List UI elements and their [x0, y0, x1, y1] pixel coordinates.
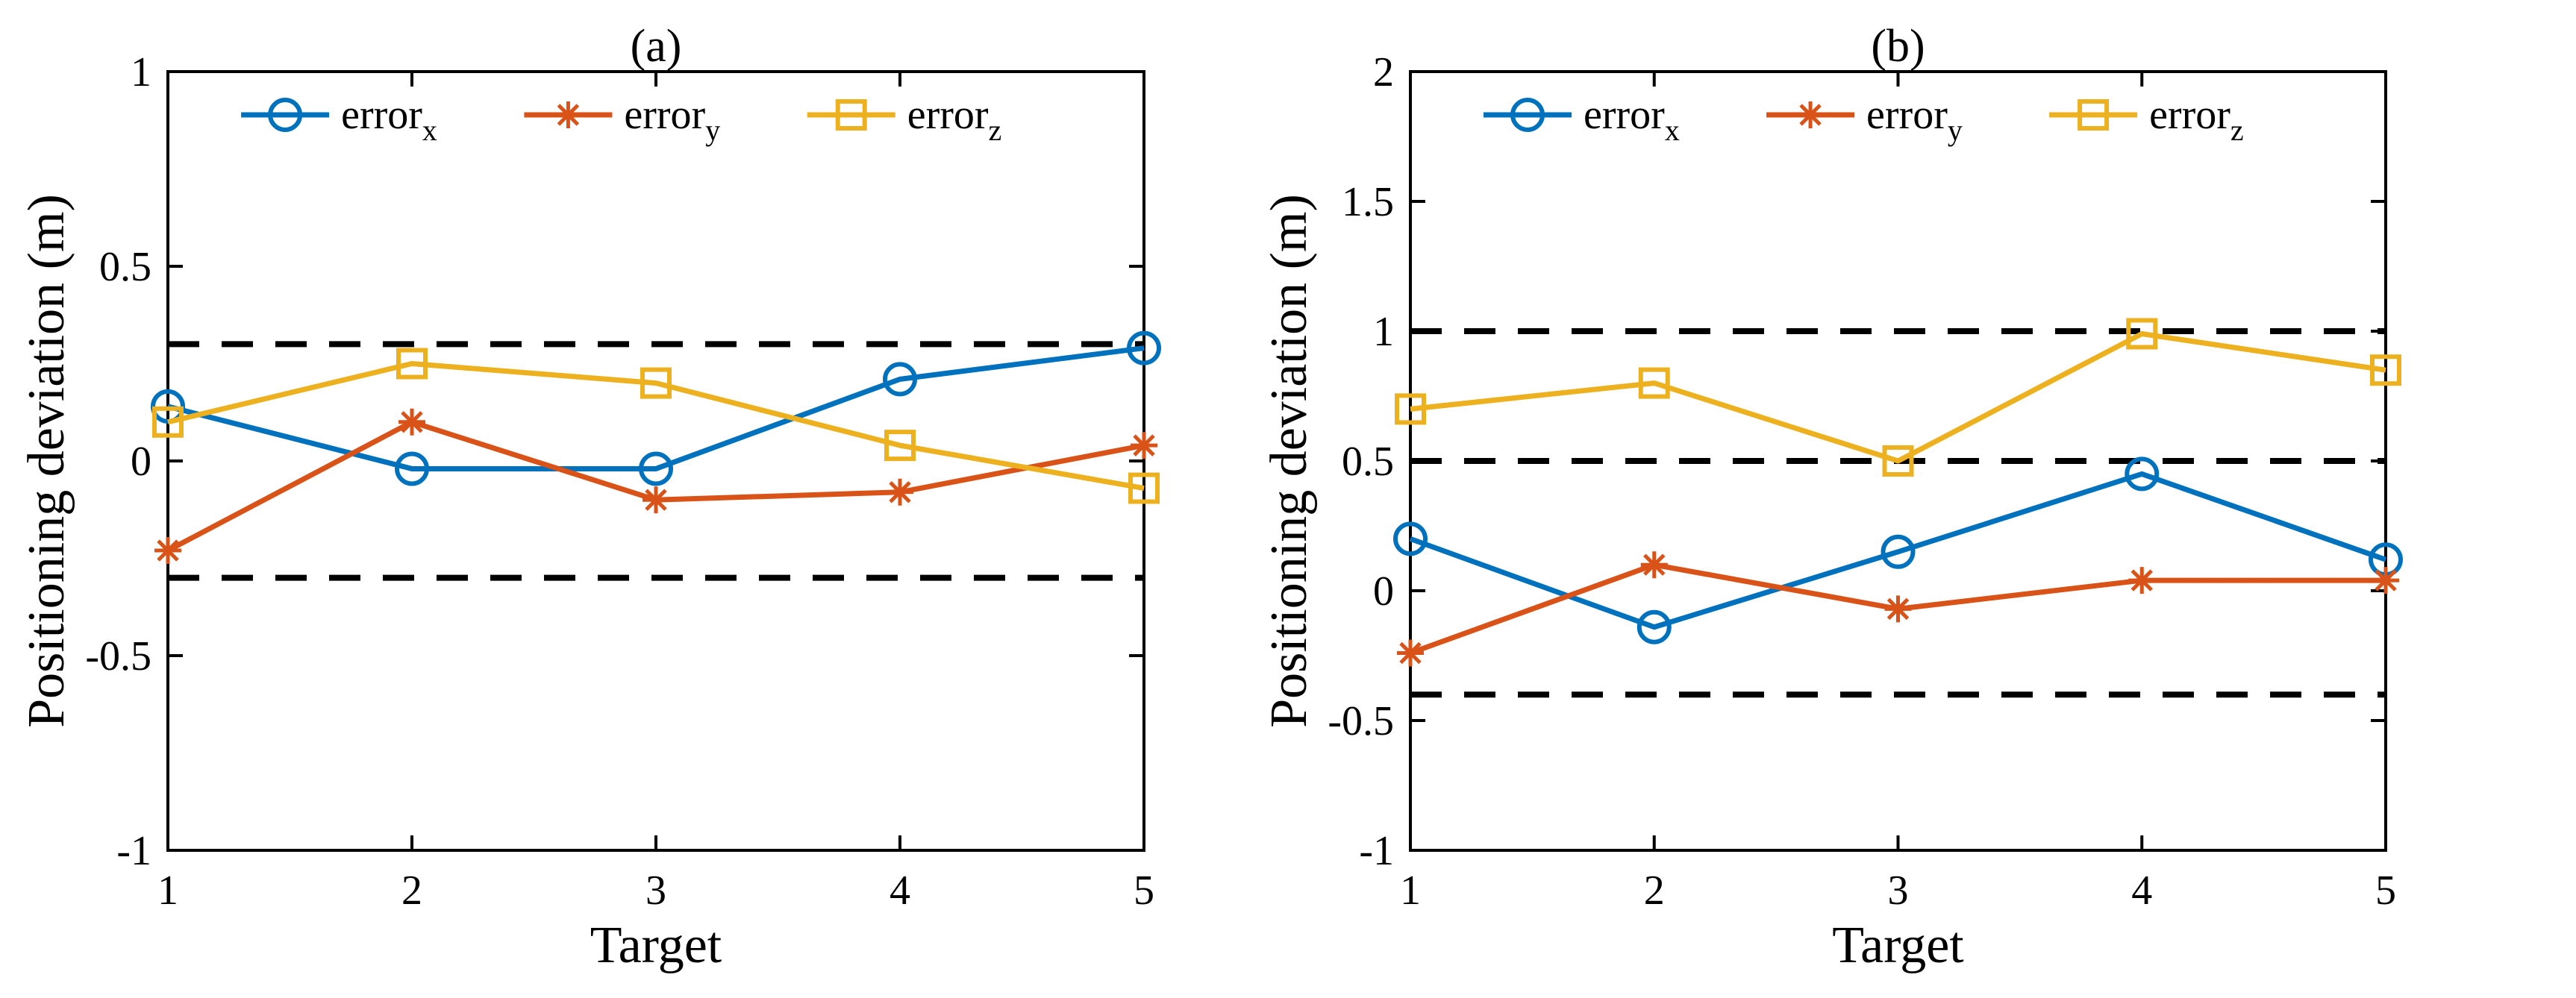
data-point-error-y — [1131, 432, 1157, 459]
y-tick-label: -1 — [116, 828, 151, 874]
chart-title: (b) — [1871, 21, 1925, 72]
series-line-error-z — [1410, 330, 2386, 464]
chart-title: (a) — [631, 21, 682, 72]
data-point-error-y — [1397, 639, 1424, 667]
legend-label-subscript: y — [1948, 113, 1963, 147]
x-tick-label: 2 — [401, 867, 422, 914]
panel-b: -1 -0.5 0 0.5 1 1.5 2 1 2 3 4 5 (b) Target Positioning… — [1260, 21, 2403, 974]
y-tick-label: 1 — [131, 49, 151, 95]
data-point-error-z — [1882, 445, 1914, 477]
legend-label-name: error — [907, 92, 989, 138]
y-tick-label: -1 — [1359, 828, 1394, 874]
x-tick-label: 5 — [1134, 867, 1154, 914]
data-point-error-z — [2126, 318, 2158, 350]
legend-label-subscript: x — [1665, 113, 1680, 147]
legend-label-name: error — [1866, 92, 1948, 138]
legend-label-name: error — [1584, 92, 1665, 138]
data-point-error-y — [1640, 551, 1668, 579]
x-axis-label: Target — [590, 917, 722, 974]
y-axis-label: Positioning deviation (m) — [18, 194, 75, 728]
data-point-error-x — [883, 362, 917, 397]
y-axis-label: Positioning deviation (m) — [1260, 194, 1318, 728]
legend-label-error-y: errory — [624, 92, 720, 147]
panel-a: -1 -0.5 0 0.5 1 1 2 3 4 5 (a) Target Positioning dev… — [18, 21, 1161, 974]
y-tick-label: 1 — [1373, 309, 1394, 355]
y-tick-label: 0.5 — [99, 244, 151, 290]
x-tick-label: 3 — [1888, 867, 1909, 914]
legend-marker-error-x — [1510, 98, 1545, 132]
x-tick-label: 1 — [157, 867, 178, 914]
data-point-error-y — [887, 478, 913, 506]
data-point-error-y — [1884, 595, 1912, 623]
legend-marker-error-z — [835, 99, 867, 131]
data-point-error-z — [152, 406, 184, 438]
x-tick-label: 3 — [645, 867, 666, 914]
y-tick-label: -0.5 — [85, 633, 151, 680]
legend-marker-error-y — [1797, 101, 1825, 128]
legend-label-error-y: errory — [1866, 92, 1963, 147]
y-tick-label: 0.5 — [1342, 439, 1394, 485]
data-point-error-x — [2125, 456, 2160, 492]
legend-label-name: error — [341, 92, 422, 138]
legend-label-error-x: errorx — [341, 92, 437, 147]
legend-label-error-x: errorx — [1584, 92, 1680, 147]
x-tick-label: 4 — [2131, 867, 2152, 914]
data-point-error-z — [1638, 367, 1670, 399]
data-point-error-x — [1636, 609, 1672, 644]
legend-marker-error-z — [2078, 99, 2110, 131]
x-axis-label: Target — [1832, 917, 1964, 974]
y-tick-label: 2 — [1373, 49, 1394, 95]
data-point-error-z — [884, 430, 916, 462]
data-point-error-y — [643, 486, 669, 514]
legend-marker-error-y — [554, 101, 582, 128]
x-tick-label: 1 — [1400, 867, 1421, 914]
legend-label-error-z: errorz — [2149, 92, 2244, 147]
data-point-error-x — [1393, 521, 1428, 556]
legend-label-subscript: y — [705, 113, 720, 147]
legend-label-error-z: errorz — [907, 92, 1002, 147]
legend-marker-error-x — [268, 98, 303, 132]
series-line-error-x — [1409, 471, 2387, 630]
data-point-error-x — [395, 451, 429, 486]
data-point-error-z — [1128, 472, 1160, 504]
legend-label-name: error — [2149, 92, 2230, 138]
x-tick-label: 2 — [1644, 867, 1665, 914]
x-tick-label: 5 — [2375, 867, 2396, 914]
series-line-error-z — [167, 361, 1145, 491]
data-point-error-x — [1127, 330, 1161, 365]
data-point-error-y — [2128, 567, 2156, 594]
y-tick-label: 1.5 — [1342, 179, 1394, 225]
legend-label-subscript: z — [989, 113, 1002, 147]
y-tick-label: -0.5 — [1328, 698, 1394, 744]
data-point-error-z — [2370, 354, 2401, 386]
data-point-error-x — [639, 451, 673, 486]
data-point-error-y — [154, 537, 181, 565]
legend-label-name: error — [624, 92, 705, 138]
data-point-error-y — [2372, 567, 2399, 594]
x-tick-label: 4 — [890, 867, 910, 914]
data-point-error-z — [1395, 393, 1426, 425]
y-tick-label: 0 — [131, 439, 151, 485]
series-line-error-x — [167, 345, 1145, 471]
legend-label-subscript: z — [2230, 113, 2244, 147]
y-tick-label: 0 — [1373, 568, 1394, 615]
data-point-error-z — [640, 367, 672, 399]
data-point-error-x — [1881, 534, 1916, 569]
data-point-error-y — [398, 408, 425, 436]
data-point-error-z — [396, 348, 428, 380]
legend-label-subscript: x — [422, 113, 437, 147]
